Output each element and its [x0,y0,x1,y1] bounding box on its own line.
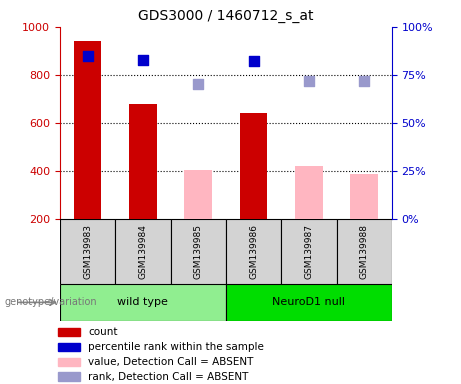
Bar [60,284,226,321]
Bar [337,219,392,284]
Text: GSM139987: GSM139987 [304,224,313,279]
Bar [60,219,115,284]
Text: GSM139984: GSM139984 [138,224,148,279]
Bar [129,104,157,219]
Text: NeuroD1 null: NeuroD1 null [272,297,345,308]
Text: GSM139986: GSM139986 [249,224,258,279]
Text: GSM139988: GSM139988 [360,224,369,279]
Text: wild type: wild type [118,297,168,308]
Text: count: count [88,327,118,337]
Text: rank, Detection Call = ABSENT: rank, Detection Call = ABSENT [88,372,248,382]
Bar [184,170,212,219]
Bar [58,358,80,366]
Bar [115,219,171,284]
Text: percentile rank within the sample: percentile rank within the sample [88,342,264,352]
Title: GDS3000 / 1460712_s_at: GDS3000 / 1460712_s_at [138,9,313,23]
Point [305,78,313,84]
Bar [74,41,101,219]
Bar [226,284,392,321]
Bar [226,219,281,284]
Bar [171,219,226,284]
Bar [281,219,337,284]
Bar [58,372,80,381]
Point [139,56,147,63]
Bar [295,166,323,219]
Bar [350,174,378,219]
Point [361,78,368,84]
Bar [240,113,267,219]
Bar [58,328,80,336]
Text: value, Detection Call = ABSENT: value, Detection Call = ABSENT [88,357,254,367]
Point [195,81,202,88]
Bar [58,343,80,351]
Text: GSM139983: GSM139983 [83,224,92,279]
Text: genotype/variation: genotype/variation [5,297,97,308]
Point [84,53,91,59]
Point [250,58,257,65]
Text: GSM139985: GSM139985 [194,224,203,279]
